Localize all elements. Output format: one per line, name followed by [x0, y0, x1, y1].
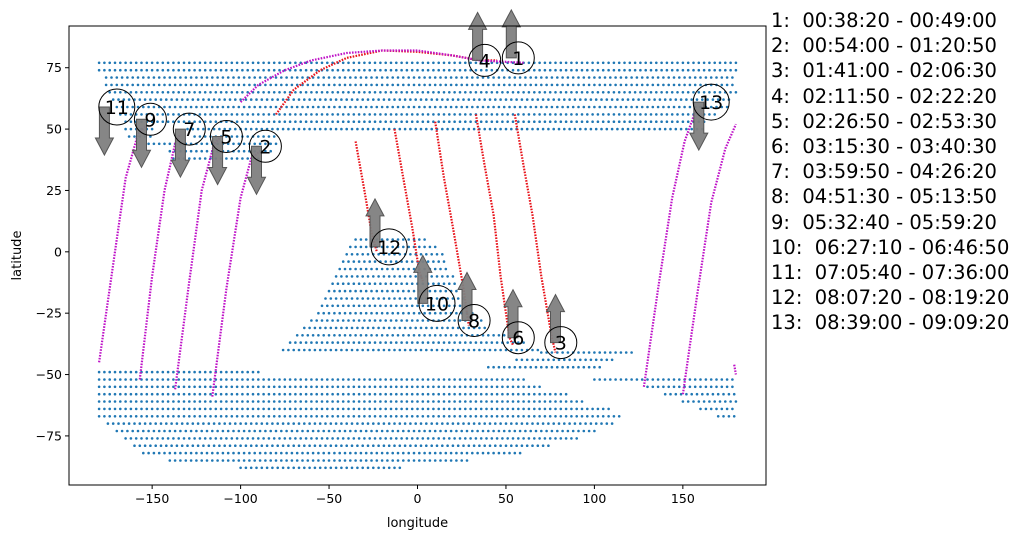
- marker-circle-2: [248, 129, 282, 163]
- land-points: [97, 61, 738, 470]
- marker-label-9: 9: [144, 109, 156, 131]
- x-tick-label: 150: [671, 491, 695, 506]
- y-tick-label: −50: [36, 367, 62, 382]
- arrow-13: [688, 101, 709, 152]
- arrow-8: [457, 271, 477, 321]
- track-11: [642, 111, 697, 387]
- arrow-7: [170, 128, 191, 179]
- pass-time-legend: 1: 00:38:20 - 00:49:00 2: 00:54:00 - 01:2…: [771, 8, 1009, 336]
- arrow-9: [131, 118, 152, 169]
- marker-circle-11: [98, 88, 136, 126]
- marker-circle-4: [468, 43, 502, 77]
- marker-label-8: 8: [468, 311, 480, 333]
- marker-circle-12: [370, 228, 408, 266]
- track-9: [174, 135, 222, 390]
- track-13: [733, 364, 737, 375]
- marker-circle-6: [501, 321, 535, 355]
- x-tick-label: −150: [135, 491, 169, 506]
- legend-entry: 10: 06:27:10 - 06:46:50: [771, 235, 1010, 259]
- marker-label-4: 4: [479, 50, 491, 72]
- y-tick-label: −75: [36, 428, 62, 443]
- y-axis-label: latitude: [10, 231, 25, 281]
- marker-label-12: 12: [377, 237, 401, 259]
- marker-circle-9: [133, 102, 167, 136]
- legend-entry: 13: 08:39:00 - 09:09:20: [771, 311, 1010, 335]
- legend-entry: 3: 01:41:00 - 02:06:30: [771, 59, 997, 83]
- legend-entry: 6: 03:15:30 - 03:40:30: [771, 135, 997, 159]
- legend-entry: 9: 05:32:40 - 05:59:20: [771, 210, 997, 234]
- legend-entry: 2: 00:54:00 - 01:20:50: [771, 34, 997, 58]
- y-tick-label: 0: [54, 244, 62, 259]
- legend-entry: 11: 07:05:40 - 07:36:00: [771, 261, 1010, 285]
- y-tick-label: −25: [36, 306, 62, 321]
- legend-entry: 5: 02:26:50 - 02:53:30: [771, 109, 997, 133]
- y-tick-label: 25: [46, 183, 62, 198]
- track-1: [239, 49, 524, 103]
- x-tick-label: 0: [414, 491, 422, 506]
- marker-circle-7: [172, 112, 206, 146]
- legend-entry: 4: 02:11:50 - 02:22:20: [771, 84, 997, 108]
- track-12: [681, 123, 737, 395]
- y-tick-label: 50: [46, 122, 62, 137]
- legend-entry: 7: 03:59:50 - 04:26:20: [771, 160, 997, 184]
- marker-label-10: 10: [425, 293, 449, 315]
- arrow-12: [365, 197, 385, 248]
- x-tick-label: −50: [316, 491, 342, 506]
- track-6: [513, 114, 557, 353]
- arrow-5: [207, 136, 228, 186]
- x-tick-label: 50: [498, 491, 514, 506]
- legend-entry: 8: 04:51:30 - 05:13:50: [771, 185, 997, 209]
- marker-circle-5: [209, 120, 243, 153]
- marker-circle-13: [692, 83, 730, 121]
- marker-label-13: 13: [699, 92, 723, 114]
- legend-entry: 12: 08:07:20 - 08:19:20: [771, 286, 1010, 310]
- y-tick-label: 75: [46, 60, 62, 75]
- arrow-6: [503, 288, 523, 339]
- y-axis-ticks: −75 −50 −25 0 25 50 75: [36, 60, 69, 443]
- x-tick-label: 100: [582, 491, 606, 506]
- arrow-4: [467, 11, 488, 61]
- marker-circle-3: [544, 326, 578, 360]
- arrow-2: [246, 145, 267, 196]
- arrow-3: [545, 293, 566, 344]
- marker-label-6: 6: [512, 328, 524, 350]
- arrow-10: [412, 254, 433, 304]
- marker-circle-10: [418, 284, 456, 322]
- marker-circle-8: [457, 304, 491, 337]
- track-10: [211, 150, 261, 397]
- arrow-11: [94, 106, 115, 157]
- x-axis-label: longitude: [387, 516, 448, 531]
- arrow-1: [501, 8, 522, 59]
- track-8: [138, 133, 182, 380]
- marker-label-2: 2: [259, 136, 271, 158]
- marker-label-7: 7: [183, 119, 195, 141]
- track-5: [474, 114, 514, 346]
- marker-label-1: 1: [512, 48, 524, 70]
- legend-entry: 1: 00:38:20 - 00:49:00: [771, 9, 997, 32]
- marker-label-3: 3: [555, 333, 567, 355]
- marker-label-5: 5: [220, 127, 232, 149]
- x-axis-ticks: −150 −100 −50 0 50 100 150: [135, 485, 695, 506]
- marker-circle-1: [501, 41, 535, 75]
- track-4: [434, 121, 470, 326]
- satellite-tracks: [98, 49, 737, 397]
- x-tick-label: −100: [223, 491, 257, 506]
- marker-label-11: 11: [105, 97, 129, 119]
